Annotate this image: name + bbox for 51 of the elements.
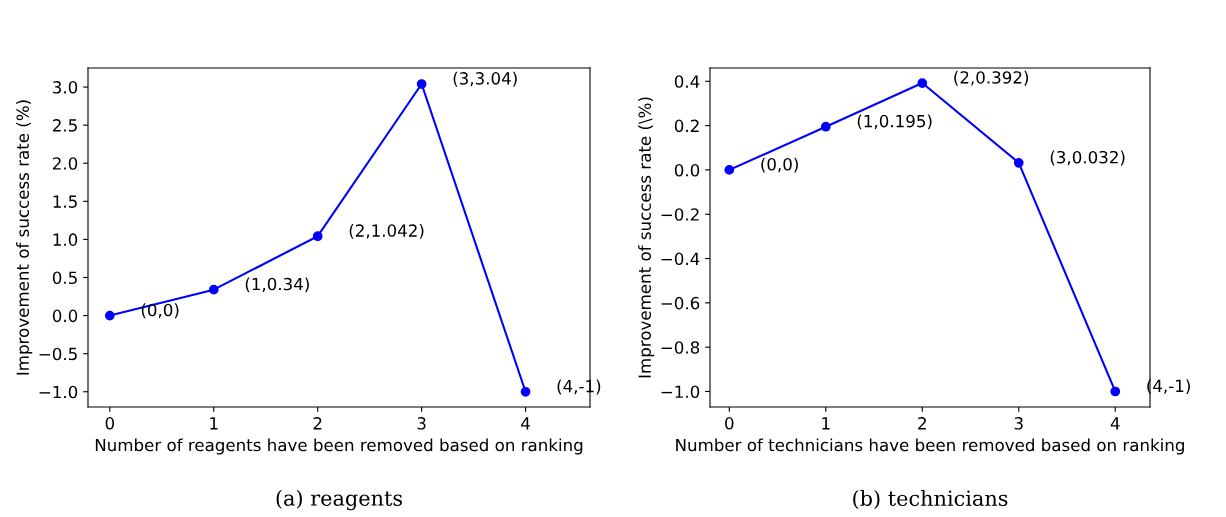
y-tick-label: 0.0: [52, 309, 78, 323]
y-tick-label: −0.4: [661, 252, 700, 266]
x-axis-title: Number of technicians have been removed based on ranking: [676, 438, 1184, 455]
point: [312, 231, 323, 242]
annotation: (1,0.195): [857, 114, 932, 130]
x-axis-title: Number of reagents have been removed based on ranking: [95, 438, 583, 455]
x-tick-label: 0: [725, 417, 734, 430]
y-tick-label: −1.0: [39, 385, 78, 399]
y-tick-label: 1.5: [53, 195, 77, 208]
x-tick-label: 1: [210, 417, 218, 430]
y-tick-label: −0.5: [39, 347, 77, 361]
text: (b) technicians: [853, 489, 1008, 509]
x-tick-label: 3: [417, 417, 426, 430]
y-tick-label: 2.0: [52, 157, 78, 170]
point: [104, 310, 115, 321]
text: (a) reagents: [276, 489, 403, 511]
y-tick-label: −0.8: [661, 341, 700, 354]
y-tick-label: −1.0: [661, 385, 700, 399]
x-tick-label: 2: [313, 417, 322, 430]
point: [416, 79, 427, 89]
x-tick-label: 1: [822, 417, 830, 430]
y-tick-label: 3.0: [53, 81, 78, 94]
annotation: (1,0.34): [245, 277, 309, 293]
y-tick-label: −0.2: [661, 208, 699, 221]
x-tick-label: 2: [918, 417, 926, 430]
annotation: (3,3.04): [453, 71, 517, 87]
x-tick-label: 4: [1110, 417, 1120, 430]
y-tick-label: 0.5: [52, 271, 77, 285]
point: [208, 284, 219, 295]
y-axis-title: Improvement of success rate (%): [16, 100, 33, 375]
y-tick-label: 0.0: [674, 163, 700, 177]
point: [820, 121, 831, 132]
x-tick-label: 3: [1014, 417, 1023, 430]
y-tick-label: −0.6: [661, 296, 700, 310]
x-tick-label: 0: [105, 417, 115, 430]
annotation: (0,0): [761, 157, 798, 173]
y-axis-title: Improvement of success rate (\%): [638, 97, 655, 378]
annotation: (3,0.032): [1050, 150, 1125, 166]
point: [1110, 386, 1121, 397]
y-tick-label: 0.2: [674, 119, 699, 133]
annotation: (2,0.392): [954, 70, 1029, 86]
x-tick-label: 4: [521, 417, 530, 430]
point: [520, 386, 531, 397]
point: [724, 165, 735, 175]
point: [1013, 157, 1024, 168]
y-tick-label: 2.5: [52, 119, 77, 132]
point: [917, 78, 928, 88]
annotation: (0,0): [141, 303, 179, 319]
y-tick-label: 1.0: [53, 233, 78, 246]
y-tick-label: 0.4: [674, 75, 700, 88]
annotation: (2,1.042): [349, 223, 424, 239]
